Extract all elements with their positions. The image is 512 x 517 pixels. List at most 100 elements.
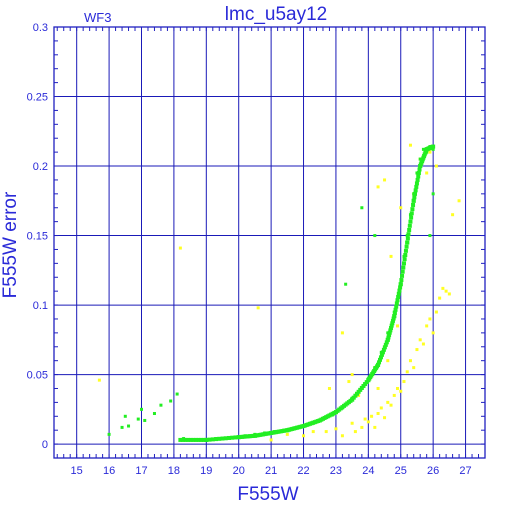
x-tick-label: 22: [297, 465, 309, 477]
data-point: [428, 234, 432, 238]
data-point: [431, 331, 435, 335]
data-point: [418, 338, 422, 342]
data-point: [360, 425, 364, 429]
data-points: [97, 143, 461, 442]
data-point: [421, 342, 425, 346]
trend-point: [416, 170, 421, 175]
trend-point: [387, 330, 392, 335]
trend-point: [191, 437, 196, 442]
x-tick-label: 18: [168, 465, 180, 477]
trend-point: [387, 333, 392, 338]
data-point: [285, 432, 289, 436]
trend-point: [399, 278, 404, 283]
data-point: [383, 416, 387, 420]
data-point: [97, 378, 101, 382]
trend-point: [402, 257, 407, 262]
data-point: [311, 430, 315, 434]
trend-point: [193, 437, 198, 442]
data-point: [396, 324, 400, 328]
trend-point: [413, 188, 418, 193]
data-point: [447, 292, 451, 296]
data-point: [136, 417, 140, 421]
x-tick-label: 23: [330, 465, 342, 477]
data-point: [107, 432, 111, 436]
data-point: [347, 380, 351, 384]
trend-point: [393, 307, 398, 312]
trend-point: [383, 342, 388, 347]
trend-point: [409, 215, 414, 220]
x-tick-label: 27: [459, 465, 471, 477]
trend-point: [201, 437, 206, 442]
trend-point: [395, 298, 400, 303]
data-point: [431, 192, 435, 196]
y-tick-label: 0.1: [33, 300, 48, 312]
data-point: [120, 425, 124, 429]
trend-point: [409, 211, 414, 216]
data-point: [340, 331, 344, 335]
data-point: [302, 434, 306, 438]
data-point: [350, 373, 354, 377]
data-point: [444, 289, 448, 293]
data-point: [376, 412, 380, 416]
data-point: [415, 348, 419, 352]
data-point: [256, 306, 260, 310]
trend-point: [381, 347, 386, 352]
trend-point: [378, 357, 383, 362]
plot-frame: [53, 26, 486, 459]
data-point: [399, 389, 403, 393]
data-point: [353, 430, 357, 434]
data-point: [434, 310, 438, 314]
data-point: [379, 406, 383, 410]
data-point: [396, 386, 400, 390]
y-tick-label: 0.05: [27, 370, 48, 382]
panel-label: WF3: [84, 10, 111, 25]
x-tick-label: 26: [427, 465, 439, 477]
trend-point: [223, 436, 228, 441]
x-tick-label: 15: [71, 465, 83, 477]
data-point: [334, 427, 338, 431]
trend-point: [379, 352, 384, 357]
data-point: [373, 425, 377, 429]
data-point: [350, 421, 354, 425]
trend-point: [196, 437, 201, 442]
trend-point: [431, 144, 436, 149]
data-point: [152, 412, 156, 416]
trend-point: [407, 227, 412, 232]
data-point: [408, 143, 412, 147]
data-point: [389, 403, 393, 407]
data-point: [373, 234, 377, 238]
data-point: [178, 246, 182, 250]
trend-point: [394, 301, 399, 306]
chart-title: lmc_u5ay12: [225, 4, 327, 25]
trend-point: [412, 195, 417, 200]
trend-point: [408, 219, 413, 224]
trend-point: [392, 314, 397, 319]
trend-point: [414, 184, 419, 189]
trend-point: [388, 328, 393, 333]
data-point: [366, 420, 370, 424]
y-axis-label: F555W error: [0, 191, 21, 298]
trend-point: [400, 269, 405, 274]
trend-point: [389, 323, 394, 328]
trend-point: [386, 335, 391, 340]
trend-point: [405, 236, 410, 241]
trend-point: [220, 436, 225, 441]
trend-point: [411, 202, 416, 207]
trend-point: [226, 435, 231, 440]
data-point: [340, 434, 344, 438]
data-point: [428, 317, 432, 321]
trend-point: [398, 282, 403, 287]
y-tick-label: 0: [42, 439, 48, 451]
trend-point: [403, 253, 408, 258]
data-point: [438, 296, 442, 300]
trend-point: [199, 437, 204, 442]
data-point: [408, 359, 412, 363]
trend-point: [405, 240, 410, 245]
trend-point: [413, 191, 418, 196]
trend-point: [188, 437, 193, 442]
data-point: [428, 150, 432, 154]
x-tick-label: 17: [135, 465, 147, 477]
trend-point: [396, 295, 401, 300]
trend-point: [180, 437, 185, 442]
